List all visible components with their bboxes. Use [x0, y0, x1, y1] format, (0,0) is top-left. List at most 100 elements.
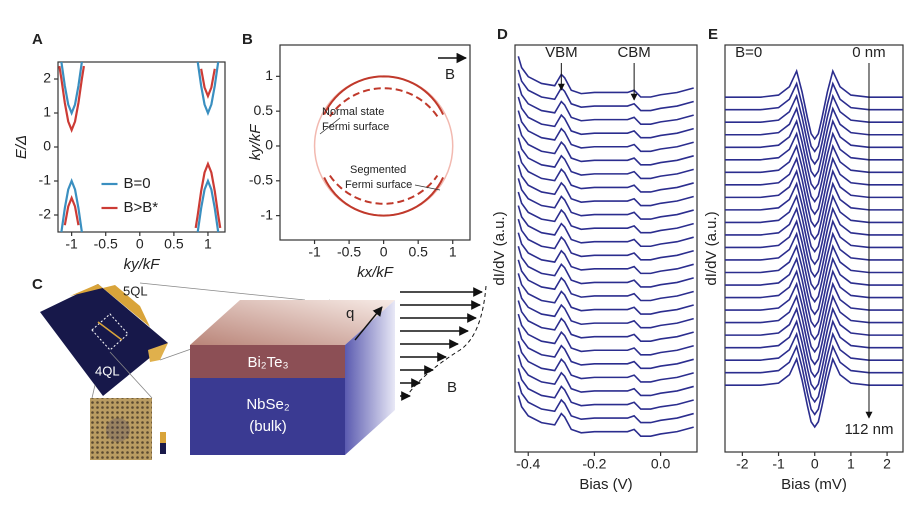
spectrum [725, 244, 903, 316]
annotation: Fermi surface [345, 179, 412, 191]
x-tick-label: 0.0 [651, 456, 671, 472]
spectrum-curve [725, 181, 903, 254]
y-tick-label: 0.5 [254, 102, 274, 118]
spectrum [725, 106, 903, 178]
annotation: Fermi surface [322, 121, 389, 133]
colorbar [160, 443, 166, 454]
y-tick-label: -1 [39, 172, 52, 188]
bi2te3-layer [190, 345, 345, 378]
spectrum-curve [517, 246, 694, 288]
x-tick-label: 0.5 [164, 236, 184, 252]
spectrum [725, 181, 903, 254]
y-axis-label: dI/dV (a.u.) [491, 211, 508, 285]
spectrum [517, 340, 694, 383]
y-tick-label: 0 [265, 137, 273, 153]
spectrum-curve [517, 340, 694, 383]
block-side [345, 300, 395, 455]
spectrum [517, 286, 694, 329]
band-curve [60, 178, 83, 233]
spectrum-curve [517, 137, 694, 180]
spectrum-curve [517, 151, 694, 193]
spectrum [725, 118, 903, 191]
field-label: B [445, 66, 455, 83]
spectrum-curve [725, 331, 903, 404]
plot-frame [514, 44, 698, 453]
legend-label: B=0 [124, 175, 151, 192]
spectrum [725, 231, 903, 304]
x-tick-label: -0.5 [337, 244, 361, 260]
annotation: Normal state [322, 106, 384, 118]
spectrum [725, 143, 903, 216]
annotation: CBM [617, 44, 650, 61]
spectrum [517, 137, 694, 180]
spectrum [517, 259, 694, 302]
x-tick-label: 0 [811, 456, 819, 472]
spectrum [517, 96, 694, 139]
stm-label: 5QL [123, 283, 148, 298]
spectrum-curve [517, 259, 694, 302]
band-curve [58, 65, 85, 133]
spectrum [517, 205, 694, 248]
scan-box [91, 313, 129, 351]
spectrum-curve [517, 205, 694, 248]
spectrum-curve [725, 256, 903, 329]
x-tick-label: 0 [136, 236, 144, 252]
layer-label: (bulk) [249, 418, 287, 435]
panel-label: C [32, 276, 43, 293]
x-tick-label: -1 [308, 244, 321, 260]
spectrum-curve [517, 313, 694, 356]
line-cut [97, 321, 123, 341]
x-tick-label: 0 [380, 244, 388, 260]
spectrum [725, 168, 903, 241]
spectrum [725, 81, 903, 153]
annotation: 0 nm [852, 44, 885, 61]
x-tick-label: -1 [65, 236, 78, 252]
spectrum-curve [725, 156, 903, 228]
spectrum [517, 368, 694, 410]
x-axis-label: kx/kF [357, 264, 394, 281]
spectrum [725, 68, 903, 141]
spectrum-curve [517, 69, 694, 112]
y-tick-label: -2 [39, 206, 52, 222]
stm-step [70, 284, 150, 327]
plot-frame [724, 44, 904, 453]
spectrum [517, 354, 694, 397]
spectrum-curve [725, 131, 903, 203]
x-tick-label: -0.4 [516, 456, 540, 472]
spectrum-curve [517, 327, 694, 370]
x-tick-label: 2 [883, 456, 891, 472]
spectrum-curve [517, 110, 694, 153]
annotation: VBM [545, 44, 578, 61]
y-tick-label: -0.5 [249, 172, 273, 188]
spectrum [725, 131, 903, 203]
spectrum [517, 232, 694, 275]
field-label: B [447, 379, 457, 396]
spectrum-curve [725, 93, 903, 166]
spectrum-curve [517, 191, 694, 234]
spectrum [517, 313, 694, 356]
annotation: B=0 [735, 44, 762, 61]
x-tick-label: 1 [847, 456, 855, 472]
spectrum-curve [517, 286, 694, 329]
spectrum-curve [517, 395, 694, 437]
plot-frame [279, 44, 471, 241]
spectrum-curve [725, 269, 903, 341]
spectrum-curve [725, 306, 903, 379]
band-curve [60, 61, 83, 116]
panel-label: B [242, 31, 253, 48]
spectrum-curve [725, 106, 903, 178]
layer-label: Bi₂Te₃ [247, 354, 288, 371]
spectrum-curve [725, 193, 903, 266]
spectrum-curve [725, 231, 903, 304]
spectrum [517, 123, 694, 166]
spectrum-curve [725, 68, 903, 141]
spectrum-curve [725, 344, 903, 416]
spectrum-curve [517, 354, 694, 397]
y-tick-label: 1 [265, 67, 273, 83]
spectrum [725, 319, 903, 391]
spectrum-curve [517, 178, 694, 220]
spectrum [725, 344, 903, 416]
spectrum [517, 381, 694, 424]
guide-line [109, 351, 153, 399]
